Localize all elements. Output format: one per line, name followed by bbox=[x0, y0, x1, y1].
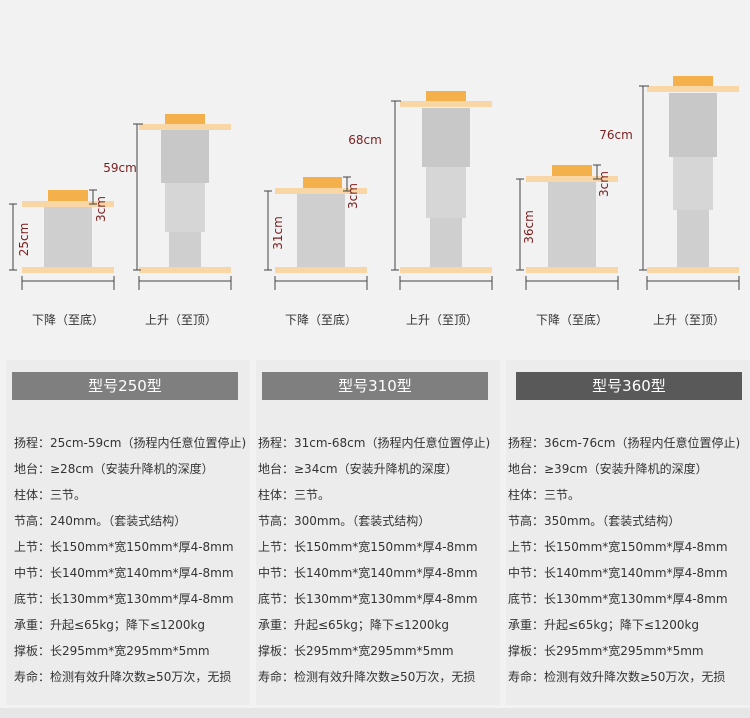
lower-section bbox=[677, 210, 709, 267]
down-height-label: 36cm bbox=[522, 210, 536, 244]
spec-list-310: 扬程：31cm-68cm（扬程内任意位置停止) 地台：≥34cm（安装升降机的深… bbox=[258, 430, 490, 690]
spec-bottom-section: 底节：长130mm*宽130mm*厚4-8mm bbox=[508, 592, 728, 606]
cap-block bbox=[48, 190, 88, 201]
top-plate bbox=[647, 86, 739, 92]
spec-floor-depth: 地台：≥28cm（安装升降机的深度） bbox=[14, 462, 214, 476]
cap-block bbox=[552, 165, 592, 176]
spec-top-section: 上节：长150mm*宽150mm*厚4-8mm bbox=[508, 540, 728, 554]
spec-load: 承重：升起≤65kg；降下≤1200kg bbox=[258, 618, 450, 632]
spec-top-section: 上节：长150mm*宽150mm*厚4-8mm bbox=[14, 540, 234, 554]
lift-column bbox=[548, 182, 596, 267]
spec-travel: 扬程：36cm-76cm（扬程内任意位置停止) bbox=[508, 436, 741, 450]
spec-lifespan: 寿命：检测有效升降次数≥50万次，无损 bbox=[508, 670, 726, 684]
down-height-label: 25cm bbox=[17, 223, 31, 257]
spec-top-section: 上节：长150mm*宽150mm*厚4-8mm bbox=[258, 540, 478, 554]
cap-height-label: 3cm bbox=[597, 171, 611, 197]
spec-lifespan: 寿命：检测有效升降次数≥50万次，无损 bbox=[258, 670, 476, 684]
lift-column bbox=[44, 207, 92, 267]
up-state-label: 上升（至顶） bbox=[406, 313, 478, 327]
spec-travel: 扬程：25cm-59cm（扬程内任意位置停止) bbox=[14, 436, 247, 450]
spec-panel-310: 型号310型 扬程：31cm-68cm（扬程内任意位置停止) 地台：≥34cm（… bbox=[256, 360, 500, 705]
top-plate bbox=[526, 176, 618, 182]
upper-section bbox=[422, 108, 470, 167]
ground-plate bbox=[400, 267, 492, 273]
top-plate bbox=[275, 188, 367, 194]
top-plate bbox=[400, 101, 492, 107]
spec-column: 柱体：三节。 bbox=[14, 488, 87, 502]
spec-load: 承重：升起≤65kg；降下≤1200kg bbox=[508, 618, 700, 632]
up-height-label: 68cm bbox=[348, 133, 382, 147]
top-plate bbox=[139, 124, 231, 130]
up-height-label: 76cm bbox=[599, 128, 633, 142]
ground-plate bbox=[139, 267, 231, 273]
up-state-label: 上升（至顶） bbox=[653, 313, 725, 327]
spec-panel-360: 型号360型 扬程：36cm-76cm（扬程内任意位置停止) 地台：≥39cm（… bbox=[506, 360, 750, 705]
spec-bottom-section: 底节：长130mm*宽130mm*厚4-8mm bbox=[258, 592, 478, 606]
middle-section bbox=[165, 183, 205, 232]
ground-plate bbox=[22, 267, 114, 273]
spec-floor-depth: 地台：≥34cm（安装升降机的深度） bbox=[258, 462, 458, 476]
spec-section-height: 节高：300mm。（套装式结构） bbox=[258, 514, 431, 528]
spec-floor-depth: 地台：≥39cm（安装升降机的深度） bbox=[508, 462, 708, 476]
lower-section bbox=[430, 218, 462, 267]
middle-section bbox=[673, 157, 713, 210]
lower-section bbox=[169, 232, 201, 267]
cap-block bbox=[303, 177, 342, 188]
spec-column: 柱体：三节。 bbox=[258, 488, 331, 502]
ground-plate bbox=[275, 267, 367, 273]
spec-middle-section: 中节：长140mm*宽140mm*厚4-8mm bbox=[508, 566, 728, 580]
cap-height-label: 3cm bbox=[346, 183, 360, 209]
down-state-label: 下降（至底） bbox=[536, 312, 608, 327]
cap-block bbox=[165, 114, 205, 124]
lift-diagram: 25cm 3cm 下降（至底） 59cm 上升（至顶） 31cm 3cm 下降（至底） 68cm… bbox=[9, 76, 740, 327]
spec-plate: 撑板：长295mm*宽295mm*5mm bbox=[14, 644, 210, 658]
spec-list-250: 扬程：25cm-59cm（扬程内任意位置停止) 地台：≥28cm（安装升降机的深… bbox=[14, 430, 246, 690]
down-state-label: 下降（至底） bbox=[285, 312, 357, 327]
spec-plate: 撑板：长295mm*宽295mm*5mm bbox=[508, 644, 704, 658]
bottom-band bbox=[0, 708, 750, 718]
spec-middle-section: 中节：长140mm*宽140mm*厚4-8mm bbox=[14, 566, 234, 580]
down-state-label: 下降（至底） bbox=[32, 312, 104, 327]
cap-height-label: 3cm bbox=[94, 196, 108, 222]
spec-panel-250: 型号250型 扬程：25cm-59cm（扬程内任意位置停止) 地台：≥28cm（… bbox=[6, 360, 250, 705]
spec-list-360: 扬程：36cm-76cm（扬程内任意位置停止) 地台：≥39cm（安装升降机的深… bbox=[508, 430, 740, 690]
down-height-label: 31cm bbox=[271, 216, 285, 250]
spec-load: 承重：升起≤65kg；降下≤1200kg bbox=[14, 618, 206, 632]
upper-section bbox=[161, 130, 209, 183]
middle-section bbox=[426, 167, 466, 218]
panel-header-250: 型号250型 bbox=[12, 372, 238, 400]
ground-plate bbox=[526, 267, 618, 273]
spec-section-height: 节高：240mm。（套装式结构） bbox=[14, 514, 187, 528]
spec-section-height: 节高：350mm。（套装式结构） bbox=[508, 514, 681, 528]
spec-column: 柱体：三节。 bbox=[508, 488, 581, 502]
spec-lifespan: 寿命：检测有效升降次数≥50万次，无损 bbox=[14, 670, 232, 684]
ground-plate bbox=[647, 267, 739, 273]
panel-header-310: 型号310型 bbox=[262, 372, 488, 400]
spec-middle-section: 中节：长140mm*宽140mm*厚4-8mm bbox=[258, 566, 478, 580]
cap-block bbox=[673, 76, 713, 86]
up-state-label: 上升（至顶） bbox=[145, 313, 217, 327]
spec-bottom-section: 底节：长130mm*宽130mm*厚4-8mm bbox=[14, 592, 234, 606]
panel-header-360: 型号360型 bbox=[516, 372, 742, 400]
upper-section bbox=[669, 93, 717, 157]
lift-column bbox=[297, 194, 345, 267]
spec-travel: 扬程：31cm-68cm（扬程内任意位置停止) bbox=[258, 436, 491, 450]
up-height-label: 59cm bbox=[103, 161, 137, 175]
top-plate bbox=[22, 201, 114, 207]
cap-block bbox=[426, 91, 466, 101]
spec-plate: 撑板：长295mm*宽295mm*5mm bbox=[258, 644, 454, 658]
